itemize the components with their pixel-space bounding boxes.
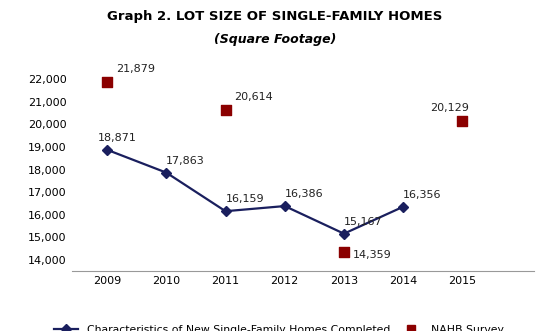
Text: 16,356: 16,356 — [403, 190, 442, 200]
Text: 16,159: 16,159 — [226, 194, 264, 205]
Text: 21,879: 21,879 — [116, 64, 155, 74]
Text: 20,129: 20,129 — [430, 103, 469, 113]
Point — [339, 249, 348, 255]
Text: 16,386: 16,386 — [285, 189, 323, 199]
Text: (Square Footage): (Square Footage) — [214, 33, 336, 46]
Point — [458, 118, 467, 124]
Point — [221, 108, 230, 113]
Text: 15,167: 15,167 — [344, 217, 383, 227]
Point — [103, 79, 112, 84]
Text: 18,871: 18,871 — [98, 133, 137, 143]
Text: Graph 2. LOT SIZE OF SINGLE-FAMILY HOMES: Graph 2. LOT SIZE OF SINGLE-FAMILY HOMES — [107, 10, 443, 23]
Text: 17,863: 17,863 — [166, 156, 205, 166]
Legend: Characteristics of New Single-Family Homes Completed, NAHB Survey: Characteristics of New Single-Family Hom… — [54, 325, 504, 331]
Text: 20,614: 20,614 — [234, 92, 273, 102]
Text: 14,359: 14,359 — [353, 250, 392, 260]
